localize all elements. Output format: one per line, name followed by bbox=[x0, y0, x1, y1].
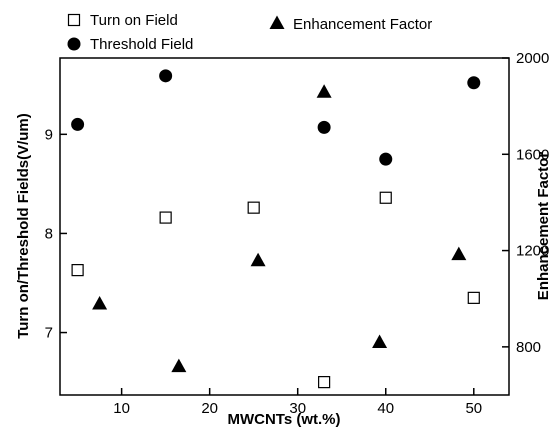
legend: Turn on Field Threshold Field Enhancement … bbox=[67, 12, 432, 53]
data-point bbox=[379, 152, 393, 166]
data-marks bbox=[71, 69, 481, 389]
x-tick-label: 40 bbox=[377, 400, 394, 417]
legend-label: Enhancement Factor bbox=[293, 16, 432, 33]
series-2 bbox=[92, 84, 467, 373]
data-point bbox=[318, 376, 331, 389]
data-point bbox=[250, 252, 266, 267]
data-point bbox=[467, 76, 481, 90]
series-1 bbox=[71, 69, 481, 166]
data-point bbox=[92, 296, 108, 310]
y-tick-label: 9 bbox=[45, 126, 53, 143]
legend-marker bbox=[67, 13, 81, 27]
y-tick-label: 8 bbox=[45, 225, 53, 242]
x-tick-label: 30 bbox=[289, 400, 306, 417]
y2-tick-label: 800 bbox=[516, 339, 541, 356]
legend-label: Turn on Field bbox=[90, 12, 178, 29]
y2-tick-label: 1200 bbox=[516, 243, 549, 260]
y-axis-title: Turn on/Threshold Fields(V/um) bbox=[15, 113, 32, 339]
legend-label: Threshold Field bbox=[90, 36, 193, 53]
x-tick-label: 50 bbox=[465, 400, 482, 417]
data-point bbox=[71, 264, 84, 277]
data-point bbox=[171, 358, 187, 373]
x-tick-label: 20 bbox=[201, 400, 218, 417]
axis-ticks: 10 20 30 40 50 7 8 9 800 1200 1600 2000 bbox=[45, 50, 550, 417]
data-point bbox=[316, 84, 332, 98]
plot-frame bbox=[59, 57, 510, 396]
data-point bbox=[71, 117, 85, 131]
y2-tick-label: 2000 bbox=[516, 50, 549, 67]
y2-axis-title: Enhancement Factor bbox=[535, 152, 552, 301]
data-point bbox=[247, 201, 260, 214]
data-point bbox=[372, 334, 388, 349]
data-point bbox=[451, 246, 467, 261]
x-axis-title: MWCNTs (wt.%) bbox=[227, 411, 340, 428]
data-point bbox=[159, 69, 173, 83]
legend-marker bbox=[67, 37, 81, 51]
data-point bbox=[379, 191, 392, 204]
data-point bbox=[467, 291, 480, 304]
data-point bbox=[159, 211, 172, 224]
x-tick-label: 10 bbox=[113, 400, 130, 417]
series-0 bbox=[71, 191, 480, 389]
y-tick-label: 7 bbox=[45, 325, 53, 342]
data-point bbox=[317, 120, 331, 134]
y2-tick-label: 1600 bbox=[516, 146, 549, 163]
legend-marker bbox=[269, 15, 285, 29]
